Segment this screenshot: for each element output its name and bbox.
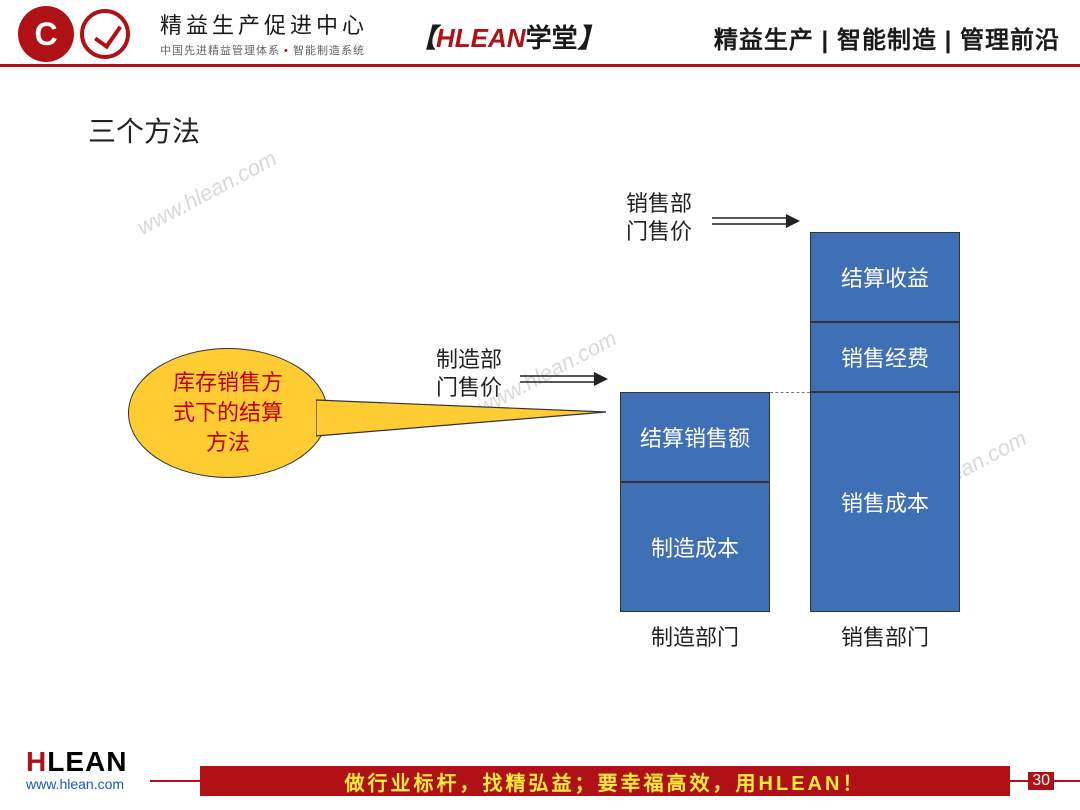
chart-column-sales: 结算收益 销售经费 销售成本 [810, 232, 960, 612]
header-subtitle: 中国先进精益管理体系 • 智能制造系统 [160, 42, 368, 58]
header-rule [0, 64, 1080, 67]
chart-seg: 销售经费 [810, 322, 960, 392]
header-brand: 【HLEAN学堂】 [410, 18, 604, 55]
logo-c-icon: C [18, 6, 74, 62]
header: C 精益生产促进中心 中国先进精益管理体系 • 智能制造系统 【HLEAN学堂】… [0, 0, 1080, 68]
slide-title: 三个方法 [88, 110, 200, 150]
header-title: 精益生产促进中心 [160, 8, 368, 40]
callout-tail-icon [316, 392, 606, 452]
chart-seg: 结算销售额 [620, 392, 770, 482]
footer-slogan: 做行业标杆，找精弘益；要幸福高效，用HLEAN！ [200, 766, 1010, 796]
label-mfg-price: 制造部 门售价 [436, 346, 502, 401]
callout-bubble-body: 库存销售方 式下的结算 方法 [128, 348, 328, 478]
logo-ring-icon [80, 9, 130, 59]
chart-seg: 结算收益 [810, 232, 960, 322]
chart-seg: 销售成本 [810, 392, 960, 612]
chart-column-label: 销售部门 [810, 620, 960, 652]
header-title-block: 精益生产促进中心 中国先进精益管理体系 • 智能制造系统 [160, 8, 368, 58]
chart-column-label: 制造部门 [620, 620, 770, 652]
footer-logo: HLEAN www.hlean.com [26, 746, 127, 792]
callout-text: 库存销售方 式下的结算 方法 [173, 368, 283, 457]
arrow-right-icon [520, 372, 608, 392]
footer-logo-text: HLEAN [26, 746, 127, 778]
header-tags: 精益生产 | 智能制造 | 管理前沿 [714, 20, 1060, 55]
chart-seg: 制造成本 [620, 482, 770, 612]
dash-line [770, 392, 810, 393]
footer: HLEAN www.hlean.com 做行业标杆，找精弘益；要幸福高效，用HL… [0, 760, 1080, 810]
header-logo: C [18, 6, 130, 62]
watermark: www.hlean.com [133, 145, 281, 240]
footer-url: www.hlean.com [26, 776, 127, 792]
settlement-chart: 结算销售额 制造成本 制造部门 结算收益 销售经费 销售成本 销售部门 [620, 190, 1040, 670]
footer-page-number: 30 [1028, 772, 1054, 790]
callout-bubble: 库存销售方 式下的结算 方法 [128, 348, 328, 478]
chart-column-mfg: 结算销售额 制造成本 [620, 392, 770, 612]
